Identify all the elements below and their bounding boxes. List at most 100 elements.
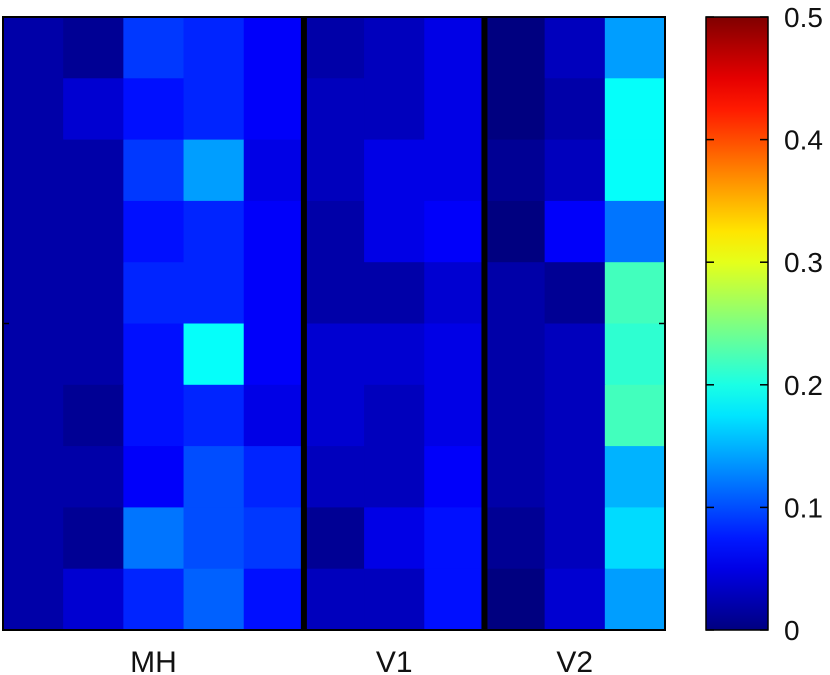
heatmap-cell [3,446,64,508]
heatmap-cell [3,384,64,447]
heatmap-cells [3,17,666,631]
heatmap-cell [3,262,64,325]
heatmap-cell [484,139,546,202]
heatmap-cell [604,507,666,570]
heatmap-cell [123,139,185,202]
heatmap-cell [3,78,64,141]
x-group-label: V2 [556,646,593,675]
heatmap-cell [484,17,546,79]
heatmap-cell [3,323,64,386]
heatmap-cell [183,78,245,141]
heatmap-cell [544,200,606,263]
colorbar-tick-label: 0.5 [784,2,823,33]
heatmap-cell [484,262,546,325]
heatmap-cell [544,139,606,202]
heatmap-cell [243,446,305,508]
heatmap-cell [604,446,666,508]
heatmap-cell [604,200,666,263]
heatmap-cell [364,200,425,263]
heatmap-cell [63,78,124,141]
heatmap-cell [364,139,425,202]
heatmap-cell [424,323,486,386]
heatmap-cell [243,200,305,263]
heatmap-cell [303,446,365,508]
heatmap-cell [604,78,666,141]
heatmap-cell [3,568,64,631]
heatmap-cell [604,568,666,631]
heatmap-cell [303,17,365,79]
heatmap-cell [183,139,245,202]
heatmap-cell [3,507,64,570]
heatmap-cell [183,384,245,447]
heatmap-cell [544,384,606,447]
heatmap-cell [123,446,185,508]
heatmap-cell [544,446,606,508]
heatmap-cell [364,384,425,447]
colorbar-ticks: 0 0.1 0.2 0.3 0.4 0.5 [706,2,823,646]
heatmap-cell [243,507,305,570]
heatmap-cell [364,507,425,570]
heatmap-cell [183,17,245,79]
heatmap-cell [3,139,64,202]
colorbar-tick-label: 0.4 [784,125,823,156]
heatmap-cell [183,568,245,631]
heatmap-cell [604,384,666,447]
colorbar [705,16,769,631]
heatmap-cell [123,323,185,386]
heatmap-cell [63,139,124,202]
heatmap-cell [303,78,365,141]
heatmap-cell [364,446,425,508]
heatmap-cell [424,200,486,263]
heatmap-cell [604,139,666,202]
heatmap-cell [63,568,124,631]
heatmap-cell [544,262,606,325]
group-separators [300,17,488,630]
heatmap-cell [303,568,365,631]
colorbar-tick-label: 0.3 [784,247,823,278]
heatmap-cell [604,323,666,386]
colorbar-tick-label: 0 [784,615,800,646]
heatmap-cell [243,17,305,79]
x-group-labels: MH V1 V2 [130,646,593,675]
heatmap-cell [183,200,245,263]
heatmap-cell [364,17,425,79]
heatmap-cell [243,323,305,386]
heatmap-cell [63,507,124,570]
heatmap-cell [303,139,365,202]
heatmap-cell [424,17,486,79]
heatmap-cell [63,200,124,263]
heatmap-cell [123,384,185,447]
heatmap-cell [123,262,185,325]
heatmap-cell [63,446,124,508]
heatmap-cell [63,262,124,325]
heatmap-cell [303,507,365,570]
heatmap-cell [3,200,64,263]
heatmap-cell [484,507,546,570]
heatmap-cell [484,384,546,447]
heatmap-cell [123,200,185,263]
heatmap-cell [123,568,185,631]
heatmap-cell [424,507,486,570]
heatmap-cell [63,323,124,386]
heatmap-cell [123,17,185,79]
heatmap-cell [424,384,486,447]
heatmap-cell [243,78,305,141]
heatmap-cell [243,568,305,631]
heatmap-cell [424,262,486,325]
heatmap-cell [424,78,486,141]
heatmap-cell [364,323,425,386]
heatmap-cell [484,323,546,386]
heatmap-cell [183,262,245,325]
heatmap-cell [364,78,425,141]
heatmap-cell [604,17,666,79]
heatmap-cell [544,568,606,631]
heatmap-cell [303,200,365,263]
heatmap-cell [424,568,486,631]
heatmap-cell [303,323,365,386]
heatmap-cell [484,446,546,508]
heatmap-cell [243,262,305,325]
heatmap-cell [424,446,486,508]
heatmap-cell [63,384,124,447]
colorbar-tick-label: 0.2 [784,370,823,401]
heatmap-cell [484,78,546,141]
